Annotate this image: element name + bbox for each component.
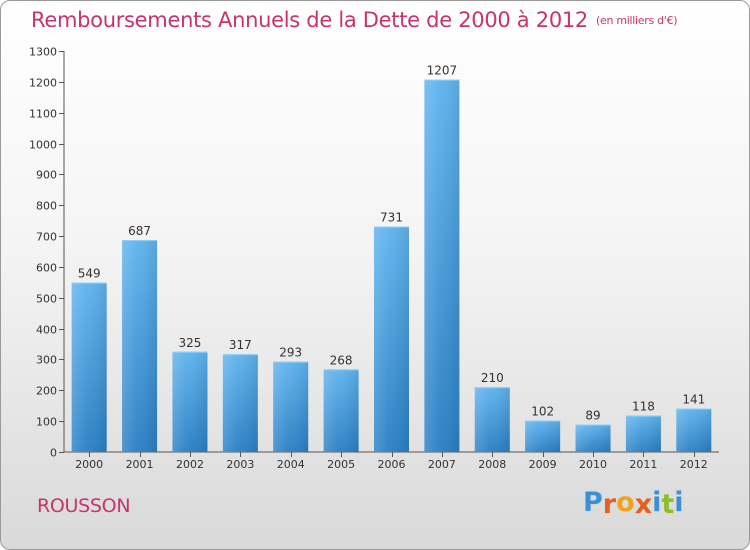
y-tick-label: 500 (36, 293, 57, 306)
x-tick-label: 2002 (176, 458, 204, 471)
commune-name: ROUSSON (37, 495, 131, 517)
x-tick-label: 2004 (277, 458, 305, 471)
x-tick-label: 2007 (428, 458, 456, 471)
x-tick-label: 2009 (529, 458, 557, 471)
x-tick-label: 2001 (126, 458, 154, 471)
chart-data-labels: 549 687 325 317 293 268 731 1207 210 102 89 118 141 (78, 64, 706, 423)
chart-title-text: Remboursements Annuels de la Dette de 20… (31, 8, 588, 32)
y-tick-label: 0 (50, 447, 57, 460)
bar-shine (323, 369, 359, 452)
bar-shine (575, 424, 611, 452)
chart-unit-label: (en milliers d'€) (596, 14, 678, 27)
y-tick-label: 900 (36, 169, 57, 182)
bar-shine (374, 226, 409, 452)
y-tick-label: 1100 (29, 108, 57, 121)
chart-title: Remboursements Annuels de la Dette de 20… (31, 8, 677, 32)
x-tick-label: 2012 (680, 458, 708, 471)
x-tick-label: 2005 (327, 458, 355, 471)
chart-axes: 0 100 200 300 400 500 600 700 800 900 1000 1100 1200… (29, 46, 719, 471)
data-label: 293 (279, 346, 302, 360)
bar-shine (474, 387, 510, 452)
data-label: 89 (585, 409, 600, 423)
data-label: 325 (179, 336, 202, 350)
logo-letter: o (616, 487, 635, 518)
y-tick-label: 200 (36, 385, 57, 398)
data-label: 731 (380, 211, 403, 225)
bar-shine (525, 420, 561, 452)
bar-shine (273, 361, 309, 452)
logo-letter: r (602, 489, 617, 520)
y-tick-label: 100 (36, 416, 57, 429)
bar-shine (71, 282, 107, 452)
logo-letter: x (634, 489, 653, 520)
bar-shine (424, 79, 460, 452)
data-label: 268 (330, 353, 353, 367)
bar-shine (122, 240, 158, 452)
chart-bars (71, 79, 712, 452)
x-tick-label: 2003 (226, 458, 254, 471)
proxiti-logo: Proxiti (583, 487, 684, 520)
data-label: 1207 (427, 64, 458, 78)
data-label: 549 (78, 267, 101, 281)
data-label: 141 (682, 393, 705, 407)
bar-shine (676, 408, 712, 452)
x-tick-label: 2008 (478, 458, 506, 471)
x-tick-label: 2011 (629, 458, 657, 471)
data-label: 687 (128, 224, 151, 238)
bar-shine (172, 351, 208, 452)
y-tick-label: 700 (36, 231, 57, 244)
x-tick-label: 2006 (378, 458, 406, 471)
data-label: 317 (229, 338, 252, 352)
logo-letter: i (674, 487, 684, 518)
x-tick-label: 2000 (75, 458, 103, 471)
data-label: 102 (531, 405, 554, 419)
y-tick-label: 1300 (29, 46, 57, 59)
bar-shine (222, 354, 258, 452)
bar-shine (625, 415, 661, 452)
logo-letter: P (583, 487, 603, 518)
y-tick-label: 1200 (29, 77, 57, 90)
data-label: 118 (632, 400, 655, 414)
logo-letter: t (661, 489, 675, 520)
y-tick-label: 800 (36, 200, 57, 213)
logo-letter: i (652, 487, 662, 518)
data-label: 210 (481, 371, 504, 385)
y-tick-label: 600 (36, 262, 57, 275)
y-tick-label: 300 (36, 354, 57, 367)
y-tick-label: 400 (36, 324, 57, 337)
x-tick-label: 2010 (579, 458, 607, 471)
y-tick-label: 1000 (29, 139, 57, 152)
